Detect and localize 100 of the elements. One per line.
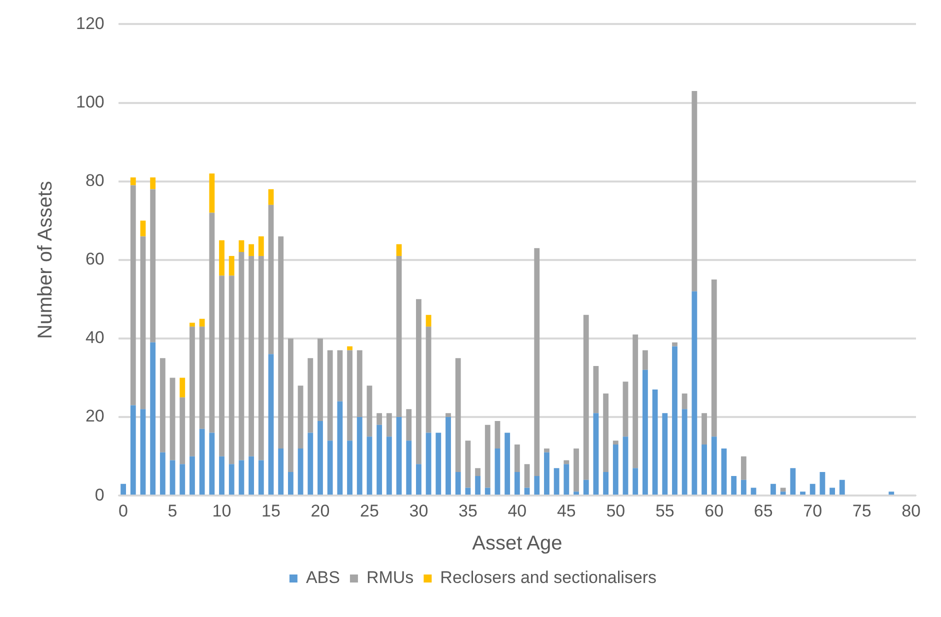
y-tick-label: 60 [85, 250, 104, 269]
legend-label: RMUs [366, 568, 414, 588]
bar [652, 390, 658, 495]
x-tick-label: 80 [902, 501, 921, 520]
bar [170, 378, 176, 460]
bar [180, 464, 186, 495]
bar [574, 492, 579, 495]
bar [318, 420, 323, 495]
bar [830, 488, 836, 495]
bar [170, 460, 176, 495]
bar [534, 248, 540, 476]
bar [446, 417, 451, 495]
bar [672, 342, 678, 346]
bar [150, 189, 156, 342]
bar [494, 448, 500, 495]
bar [278, 448, 284, 495]
bar [298, 386, 304, 448]
bar [692, 90, 698, 292]
bar [258, 236, 264, 256]
bar [603, 393, 609, 472]
bar [839, 480, 845, 495]
x-tick-label: 55 [655, 501, 674, 520]
bar [810, 484, 816, 495]
bar [612, 440, 618, 445]
bar [564, 464, 570, 495]
bar [248, 244, 254, 256]
bar [278, 236, 284, 448]
bar [288, 338, 294, 472]
bar [396, 256, 402, 418]
bar [662, 413, 668, 495]
y-axis-title: Number of Assets [34, 180, 57, 339]
bar [426, 432, 432, 495]
bar [622, 436, 628, 495]
bar [228, 464, 234, 495]
bar [702, 444, 707, 495]
x-tick-label: 15 [262, 501, 280, 520]
bar [238, 240, 244, 252]
y-tick-label: 80 [85, 171, 104, 190]
bar [514, 444, 520, 472]
bar [298, 448, 304, 495]
bar [711, 436, 717, 495]
bar [180, 397, 186, 464]
bar [446, 413, 451, 418]
bar [199, 318, 205, 327]
bar [583, 480, 589, 495]
bar [327, 350, 333, 441]
bar [190, 326, 195, 456]
bar [337, 401, 343, 495]
bar [544, 452, 550, 495]
bar [692, 291, 698, 495]
x-tick-label: 45 [556, 501, 576, 520]
bar [337, 350, 343, 402]
bar [593, 366, 599, 414]
legend-label: Reclosers and sectionalisers [440, 568, 657, 588]
bar [248, 456, 254, 495]
bar [770, 484, 776, 495]
bar [150, 342, 156, 495]
bar [376, 424, 382, 495]
bar [682, 409, 688, 495]
bar [888, 492, 894, 495]
y-tick-label: 0 [94, 485, 104, 504]
bar [780, 492, 786, 495]
bar [475, 476, 480, 495]
bar [682, 393, 688, 410]
bar [484, 424, 490, 488]
bar [465, 440, 471, 488]
bar [574, 448, 579, 492]
bar [347, 346, 352, 350]
bar [702, 413, 707, 445]
bar [534, 476, 540, 495]
bar [258, 460, 264, 495]
x-axis-title: Asset Age [472, 532, 562, 555]
bar [406, 440, 412, 495]
bar [672, 346, 678, 495]
bar [750, 488, 756, 495]
x-tick-label: 35 [458, 501, 478, 520]
bar [140, 409, 146, 495]
bar [190, 456, 195, 495]
bar [347, 440, 352, 495]
bar [524, 464, 530, 488]
bar [603, 472, 609, 495]
bar [426, 326, 432, 433]
bar [130, 405, 136, 495]
bar [238, 460, 244, 495]
bar [356, 350, 362, 418]
bar [544, 448, 550, 452]
bar [386, 413, 392, 437]
bar [455, 358, 461, 472]
bar [140, 220, 146, 236]
bar [209, 173, 215, 213]
bar [642, 370, 648, 495]
bar [366, 386, 372, 437]
bar [484, 488, 490, 495]
bar [632, 334, 638, 468]
bar [268, 189, 274, 205]
bar [268, 354, 274, 495]
bar [366, 436, 372, 495]
bar [436, 432, 442, 495]
bar [199, 428, 205, 495]
x-tick-label: 60 [704, 501, 724, 520]
